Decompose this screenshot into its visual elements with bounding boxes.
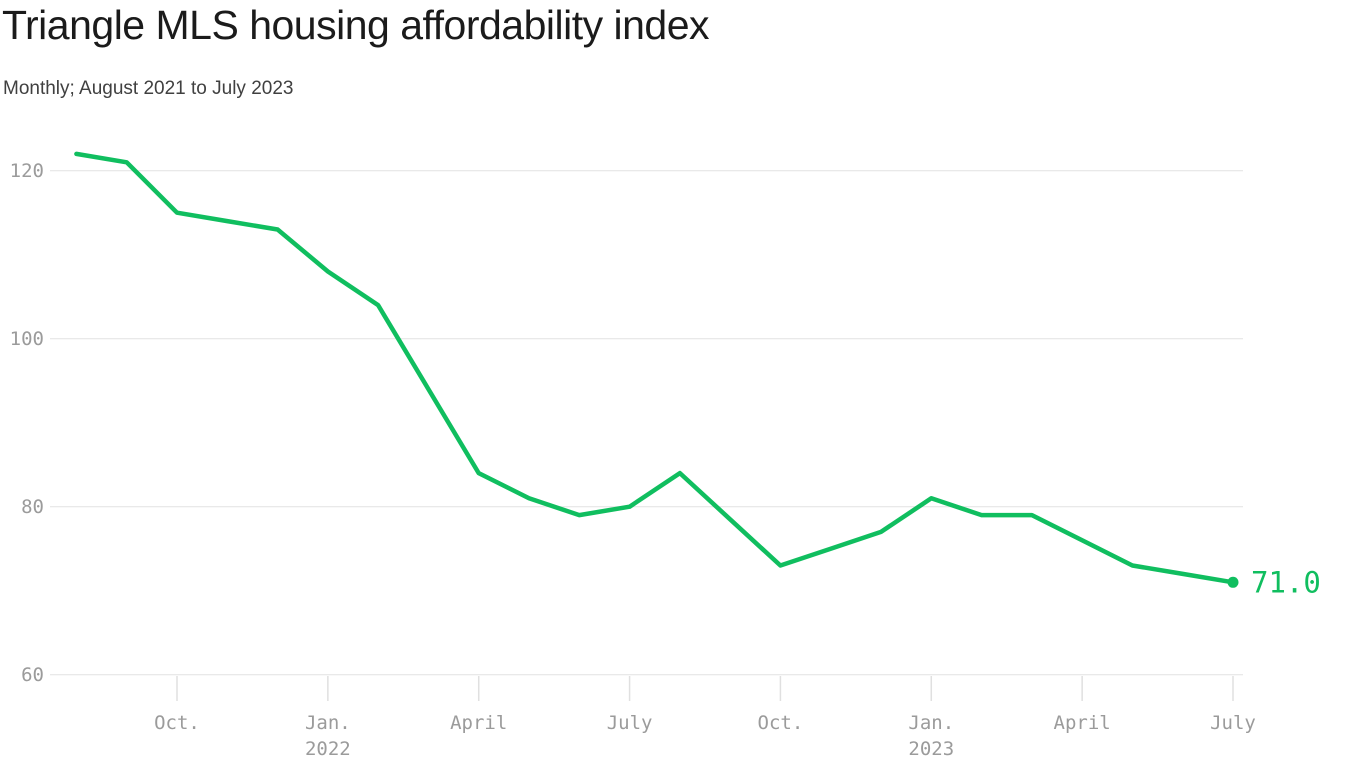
x-axis-tick-label: April bbox=[1054, 712, 1111, 734]
y-axis-tick-label: 100 bbox=[10, 328, 44, 350]
y-axis-tick-label: 60 bbox=[21, 664, 44, 686]
y-axis-tick-label: 80 bbox=[21, 496, 44, 518]
x-axis-tick-label: April bbox=[450, 712, 507, 734]
x-axis-tick-label: July bbox=[1210, 712, 1256, 734]
chart-title: Triangle MLS housing affordability index bbox=[2, 2, 710, 48]
x-axis-tick-label: Oct. bbox=[154, 712, 200, 734]
x-axis-tick-label: July bbox=[607, 712, 653, 734]
y-axis-tick-label: 120 bbox=[10, 160, 44, 182]
end-point-dot bbox=[1227, 576, 1239, 588]
x-axis-tick-label: Jan. bbox=[908, 712, 954, 734]
affordability-trend-line bbox=[74, 151, 1236, 585]
end-value-label: 71.0 bbox=[1251, 565, 1321, 599]
x-axis-tick-label: Oct. bbox=[758, 712, 804, 734]
chart-subtitle: Monthly; August 2021 to July 2023 bbox=[3, 78, 294, 99]
x-axis-tick-label: Jan. bbox=[305, 712, 351, 734]
x-axis-year-label: 2022 bbox=[305, 738, 351, 760]
x-axis-year-label: 2023 bbox=[908, 738, 954, 760]
